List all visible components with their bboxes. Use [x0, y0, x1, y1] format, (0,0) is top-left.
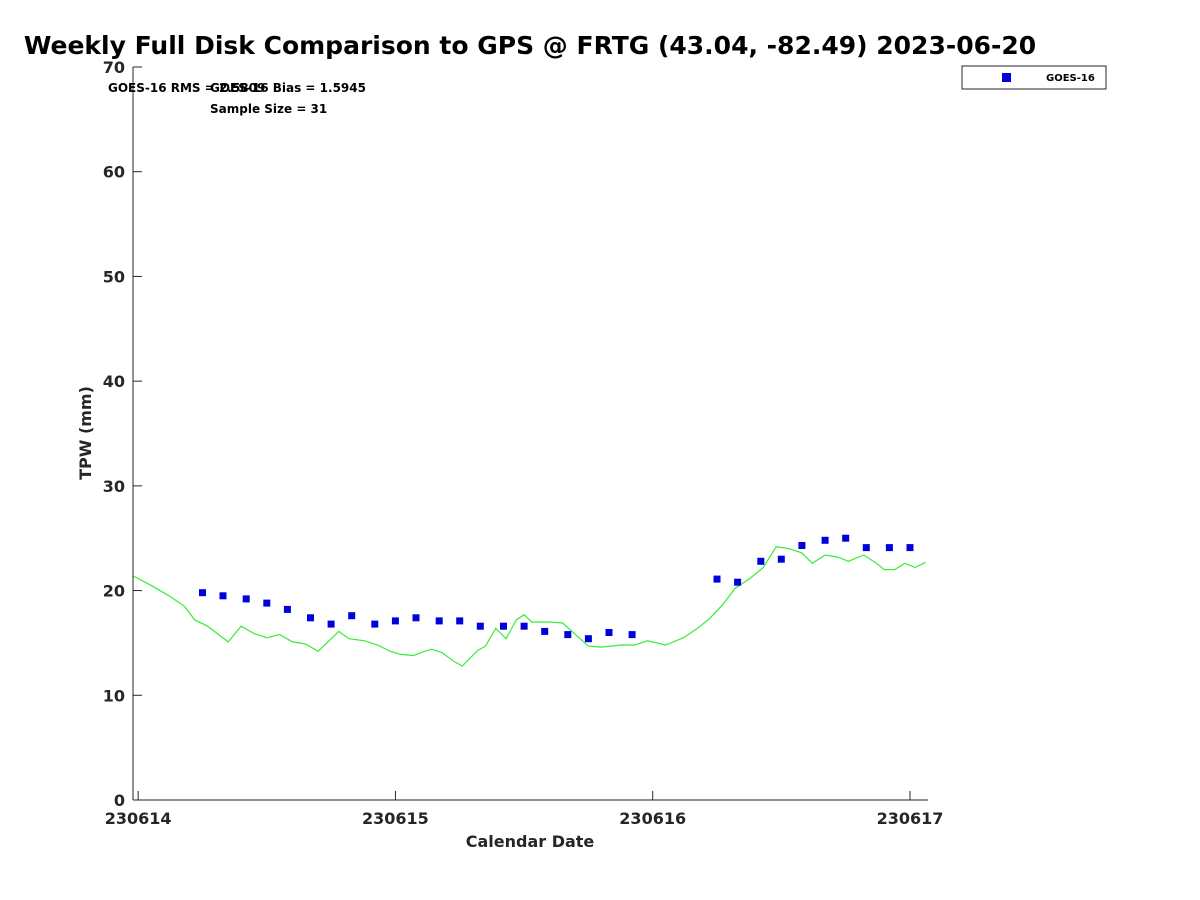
data-point — [371, 620, 379, 628]
data-point — [584, 635, 592, 643]
data-point — [757, 557, 765, 565]
data-point — [456, 617, 464, 625]
data-point — [842, 534, 850, 542]
data-point — [885, 544, 893, 552]
data-point — [541, 627, 549, 635]
legend-marker-goes16 — [1002, 73, 1011, 82]
data-point — [391, 617, 399, 625]
data-point — [219, 592, 227, 600]
y-tick-label: 50 — [103, 267, 125, 286]
data-point — [242, 595, 250, 603]
y-axis-label: TPW (mm) — [76, 386, 95, 480]
x-tick-label: 230617 — [877, 809, 944, 828]
data-point — [199, 589, 206, 597]
chart-title: Weekly Full Disk Comparison to GPS @ FRT… — [24, 31, 1036, 60]
x-tick-label: 230616 — [619, 809, 686, 828]
y-tick-label: 20 — [103, 582, 125, 601]
data-point — [821, 536, 829, 544]
x-ticks: 230614 230615 230616 230617 — [105, 791, 944, 828]
y-tick-label: 60 — [103, 163, 125, 182]
data-point — [734, 578, 742, 586]
data-point — [500, 622, 507, 630]
data-point — [906, 544, 914, 552]
data-point — [307, 614, 314, 622]
x-axis-label: Calendar Date — [466, 832, 595, 851]
plot-area — [132, 534, 926, 667]
legend-label-goes16: GOES-16 — [1046, 73, 1095, 84]
legend-box — [961, 65, 1107, 90]
data-point — [777, 555, 785, 563]
x-tick-label: 230614 — [105, 809, 172, 828]
sample-size-stat: Sample Size = 31 — [210, 102, 327, 116]
data-point — [412, 614, 420, 622]
y-tick-label: 0 — [114, 791, 125, 810]
rms-stat: GOES-16 RMS = 2.5809 — [108, 81, 265, 95]
data-point — [605, 629, 613, 636]
data-point — [327, 620, 335, 628]
y-tick-label: 30 — [103, 477, 125, 496]
x-tick-label: 230615 — [362, 809, 429, 828]
data-point — [862, 544, 870, 552]
data-point — [520, 622, 528, 630]
series-line — [132, 545, 926, 667]
y-ticks: 0 10 20 30 40 50 60 70 — [103, 58, 142, 810]
y-tick-label: 10 — [103, 686, 125, 705]
data-point — [476, 622, 484, 630]
data-point — [713, 575, 721, 583]
bias-stat: GOES-16 Bias = 1.5945 — [210, 81, 366, 95]
data-point — [564, 631, 572, 639]
data-point — [628, 631, 636, 639]
y-tick-label: 40 — [103, 372, 125, 391]
axes — [132, 67, 928, 801]
data-point — [348, 612, 356, 620]
data-point — [283, 605, 291, 613]
data-point — [798, 542, 806, 549]
legend: GOES-16 — [961, 65, 1107, 90]
data-point — [435, 617, 443, 625]
data-point — [263, 599, 271, 607]
y-tick-label: 70 — [103, 58, 125, 77]
